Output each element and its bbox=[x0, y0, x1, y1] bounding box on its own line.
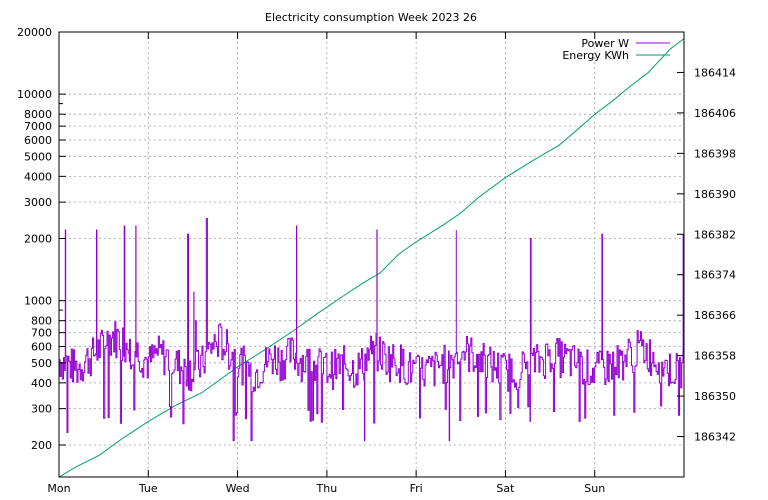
y-right-tick-label: 186382 bbox=[694, 228, 736, 241]
x-tick-label: Tue bbox=[138, 482, 158, 495]
y-left-tick-label: 400 bbox=[31, 377, 52, 390]
y-right-tick-label: 186342 bbox=[694, 431, 736, 444]
legend-label-energy: Energy KWh bbox=[562, 49, 629, 62]
y-right-tick-label: 186390 bbox=[694, 188, 736, 201]
y-left-tick-label: 700 bbox=[31, 327, 52, 340]
y-left-tick-label: 10000 bbox=[17, 88, 52, 101]
x-tick-label: Mon bbox=[47, 482, 70, 495]
y-left-tick-label: 2000 bbox=[24, 233, 52, 246]
y-left-tick-label: 20000 bbox=[17, 26, 52, 39]
y-left-tick-label: 7000 bbox=[24, 120, 52, 133]
chart-title: Electricity consumption Week 2023 26 bbox=[265, 11, 477, 24]
x-tick-label: Sun bbox=[584, 482, 605, 495]
axes-layer bbox=[58, 31, 685, 478]
y-left-tick-label: 200 bbox=[31, 439, 52, 452]
y-left-tick-label: 6000 bbox=[24, 134, 52, 147]
y-left-tick-label: 8000 bbox=[24, 108, 52, 121]
x-tick-label: Fri bbox=[410, 482, 423, 495]
y-left-tick-label: 5000 bbox=[24, 150, 52, 163]
legend: Power W Energy KWh bbox=[562, 37, 670, 62]
y-right-tick-label: 186398 bbox=[694, 147, 736, 160]
y-left-tick-label: 1000 bbox=[24, 295, 52, 308]
x-tick-label: Thu bbox=[316, 482, 338, 495]
y-left-tick-label: 4000 bbox=[24, 170, 52, 183]
y-left-tick-label: 600 bbox=[31, 340, 52, 353]
y-right-tick-label: 186358 bbox=[694, 350, 736, 363]
y-right-tick-label: 186366 bbox=[694, 309, 736, 322]
y-right-tick-label: 186414 bbox=[694, 66, 736, 79]
y-right-tick-label: 186374 bbox=[694, 269, 736, 282]
y-left-tick-label: 300 bbox=[31, 403, 52, 416]
legend-label-power: Power W bbox=[581, 37, 629, 50]
y-left-tick-label: 500 bbox=[31, 357, 52, 370]
y-right-tick-label: 186406 bbox=[694, 107, 736, 120]
x-tick-label: Wed bbox=[226, 482, 250, 495]
y-left-tick-label: 3000 bbox=[24, 196, 52, 209]
x-tick-label: Sat bbox=[496, 482, 515, 495]
plot-border bbox=[58, 31, 685, 478]
y-right-tick-label: 186350 bbox=[694, 390, 736, 403]
y-left-tick-label: 800 bbox=[31, 315, 52, 328]
power-series-layer bbox=[59, 218, 684, 442]
power-line bbox=[59, 218, 684, 442]
